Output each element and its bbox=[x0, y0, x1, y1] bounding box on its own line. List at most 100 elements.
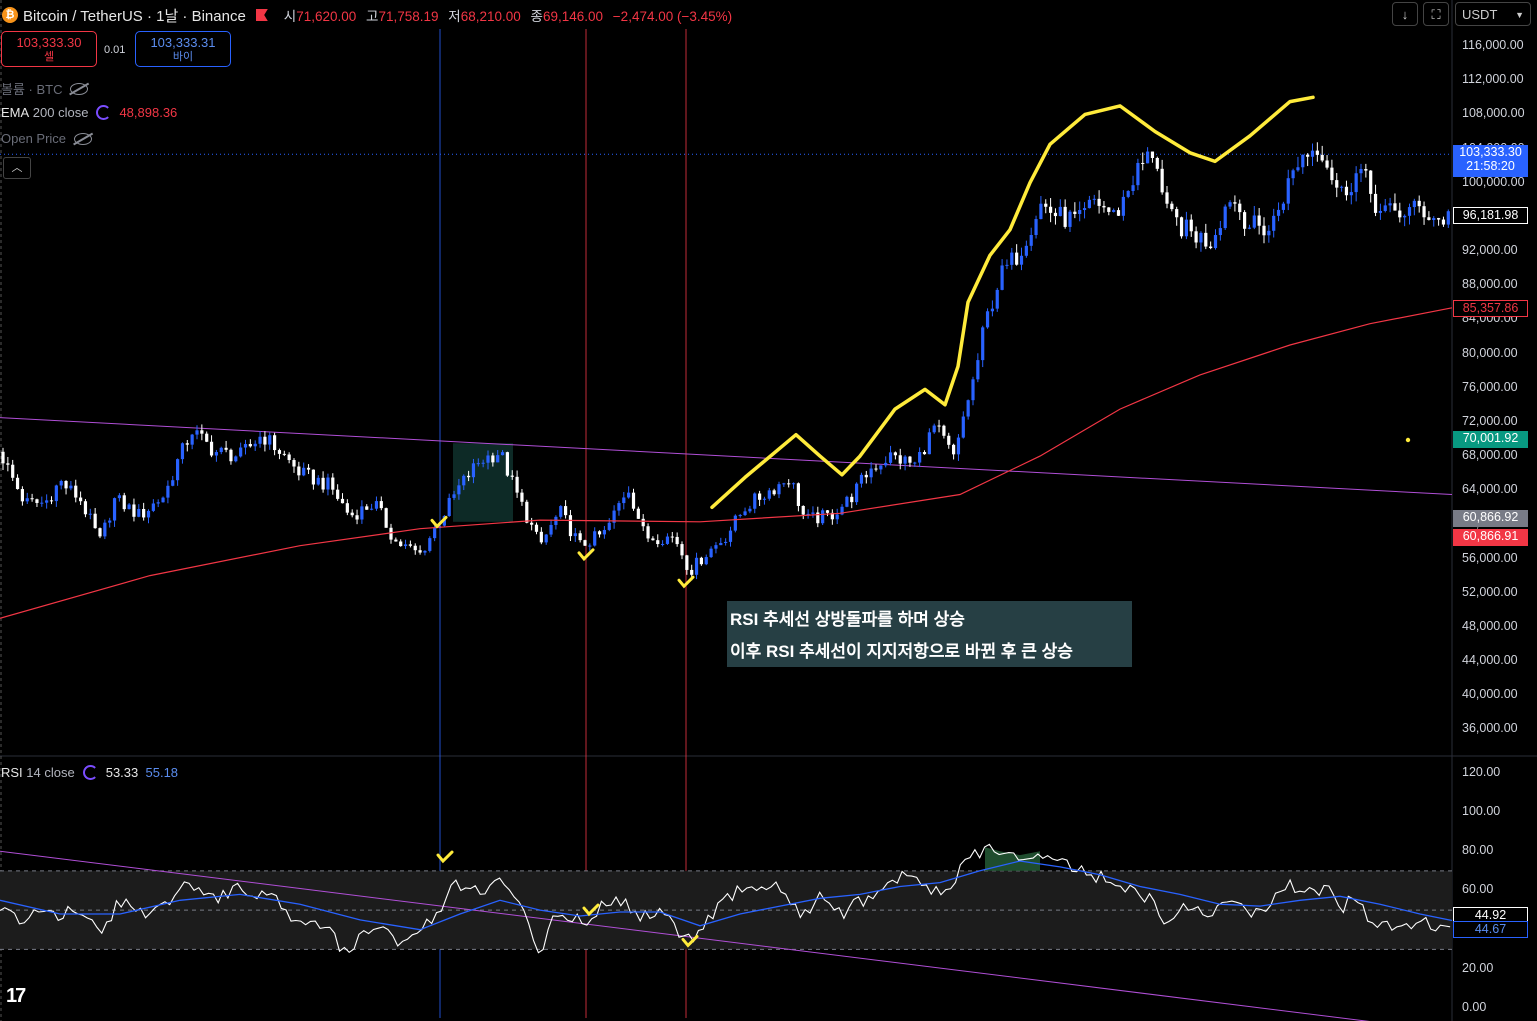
candle-body bbox=[25, 498, 29, 502]
rsi-legend[interactable]: RSI 14 close 53.33 55.18 bbox=[1, 765, 178, 780]
annotation-line-1: RSI 추세선 상방돌파를 하며 상승 bbox=[730, 610, 965, 629]
candle-body bbox=[534, 524, 539, 532]
candle-body bbox=[559, 506, 563, 517]
candle-body bbox=[738, 515, 742, 517]
ema-price-tag[interactable]: 85,357.86 bbox=[1453, 299, 1528, 317]
candle-body bbox=[762, 498, 767, 500]
spread-value: 0.01 bbox=[104, 44, 126, 56]
sell-button[interactable]: 103,333.30 셀 bbox=[1, 31, 97, 67]
currency-select[interactable]: USDT ▼ bbox=[1455, 2, 1531, 26]
marker-price-tag[interactable]: 70,001.92 bbox=[1453, 430, 1528, 448]
eye-off-icon[interactable] bbox=[70, 82, 89, 95]
candle-body bbox=[1364, 169, 1368, 171]
candle-body bbox=[690, 569, 694, 575]
candle-body bbox=[1349, 192, 1353, 196]
tag-value: 85,357.86 bbox=[1462, 300, 1519, 315]
candle-body bbox=[146, 510, 151, 518]
candle-body bbox=[331, 477, 335, 490]
candle-body bbox=[884, 462, 888, 466]
buy-label: 바이 bbox=[172, 51, 194, 63]
candle-body bbox=[1010, 252, 1014, 265]
change-value: −2,474.00 (−3.45%) bbox=[612, 9, 733, 24]
candle-body bbox=[597, 531, 602, 535]
candle-body bbox=[1238, 203, 1242, 213]
candle-body bbox=[1097, 198, 1101, 206]
annotation-box[interactable]: RSI 추세선 상방돌파를 하며 상승 이후 RSI 추세선이 지지저항으로 바… bbox=[727, 601, 1132, 667]
candle-body bbox=[69, 485, 73, 489]
refresh-icon[interactable] bbox=[96, 105, 112, 120]
low-value: 68,210.00 bbox=[460, 9, 521, 24]
candle-body bbox=[952, 444, 956, 455]
rsi-tick-label: 0.00 bbox=[1462, 1000, 1487, 1015]
price-tick-label: 52,000.00 bbox=[1462, 584, 1518, 599]
candle-body bbox=[699, 557, 703, 565]
candle-body bbox=[1427, 217, 1431, 221]
candle-body bbox=[273, 435, 277, 451]
price-tick-label: 80,000.00 bbox=[1462, 345, 1518, 360]
candle-body bbox=[176, 459, 180, 481]
volume-legend[interactable]: 볼륨 · BTC bbox=[1, 79, 89, 98]
candle-body bbox=[491, 455, 495, 463]
scroll-down-button[interactable]: ↓ bbox=[1392, 2, 1418, 26]
candle-body bbox=[612, 510, 616, 523]
rsi-trendline bbox=[0, 850, 1370, 1021]
candle-body bbox=[1218, 228, 1222, 236]
candle-body bbox=[64, 480, 68, 489]
candle-body bbox=[1209, 246, 1213, 249]
candle-body bbox=[74, 485, 78, 498]
candle-body bbox=[127, 504, 131, 510]
prev-close-tag[interactable]: 60,866.91 bbox=[1453, 529, 1528, 546]
price-tick-label: 68,000.00 bbox=[1462, 448, 1518, 463]
candle-body bbox=[588, 545, 592, 547]
candle-body bbox=[694, 557, 699, 575]
candle-body bbox=[811, 512, 815, 514]
candle-body bbox=[787, 483, 791, 485]
last-price-tag[interactable]: 103,333.30 21:58:20 bbox=[1453, 145, 1528, 178]
candle-body bbox=[898, 455, 902, 464]
candle-body bbox=[1247, 227, 1252, 229]
candle-body bbox=[1058, 206, 1062, 217]
candle-body bbox=[1437, 218, 1441, 220]
candle-body bbox=[743, 511, 747, 516]
sell-price: 103,333.30 bbox=[16, 35, 82, 50]
candle-body bbox=[1, 451, 5, 464]
candle-body bbox=[505, 452, 509, 476]
candle-body bbox=[137, 509, 141, 517]
tradingview-logo[interactable]: 17 bbox=[6, 985, 26, 1007]
candle-body bbox=[1044, 203, 1048, 207]
candle-body bbox=[908, 456, 912, 463]
collapse-legend-button[interactable]: ︿ bbox=[3, 157, 31, 179]
candle-body bbox=[665, 536, 670, 544]
ema-legend[interactable]: EMA 200 close 48,898.36 bbox=[1, 105, 177, 120]
candle-body bbox=[166, 485, 170, 498]
symbol-title[interactable]: Bitcoin / TetherUS · 1날 · Binance bbox=[23, 7, 246, 25]
rsi-tick-label: 100.00 bbox=[1462, 803, 1501, 818]
buy-button[interactable]: 103,333.31 바이 bbox=[135, 31, 231, 67]
candle-body bbox=[1136, 162, 1140, 186]
prev-price-tag[interactable]: 60,866.92 bbox=[1453, 510, 1528, 527]
candle-body bbox=[1223, 206, 1227, 229]
rsi-value: 53.33 bbox=[105, 765, 139, 780]
candle-body bbox=[685, 555, 689, 570]
ema-name: EMA bbox=[1, 105, 30, 120]
flag-icon[interactable] bbox=[255, 9, 268, 21]
candle-body bbox=[142, 509, 146, 518]
candle-body bbox=[709, 548, 713, 558]
rsi-name: RSI bbox=[1, 765, 23, 780]
candle-body bbox=[704, 557, 708, 565]
candle-body bbox=[1272, 215, 1276, 231]
eye-off-icon[interactable] bbox=[74, 132, 93, 145]
candle-body bbox=[1146, 151, 1150, 164]
rsi-ma-tag[interactable]: 44.67 bbox=[1453, 920, 1528, 938]
candle-body bbox=[651, 538, 655, 541]
refresh-icon[interactable] bbox=[82, 765, 98, 780]
candle-body bbox=[326, 477, 330, 490]
fullscreen-button[interactable]: ⛶ bbox=[1423, 2, 1449, 26]
rsi-checkmark-2 bbox=[681, 934, 699, 948]
candle-body bbox=[956, 437, 961, 455]
open-price-legend[interactable]: Open Price bbox=[1, 131, 93, 146]
crosshair-price-tag[interactable]: 96,181.98 bbox=[1453, 207, 1528, 225]
candle-body bbox=[394, 539, 398, 542]
candle-body bbox=[782, 483, 786, 485]
